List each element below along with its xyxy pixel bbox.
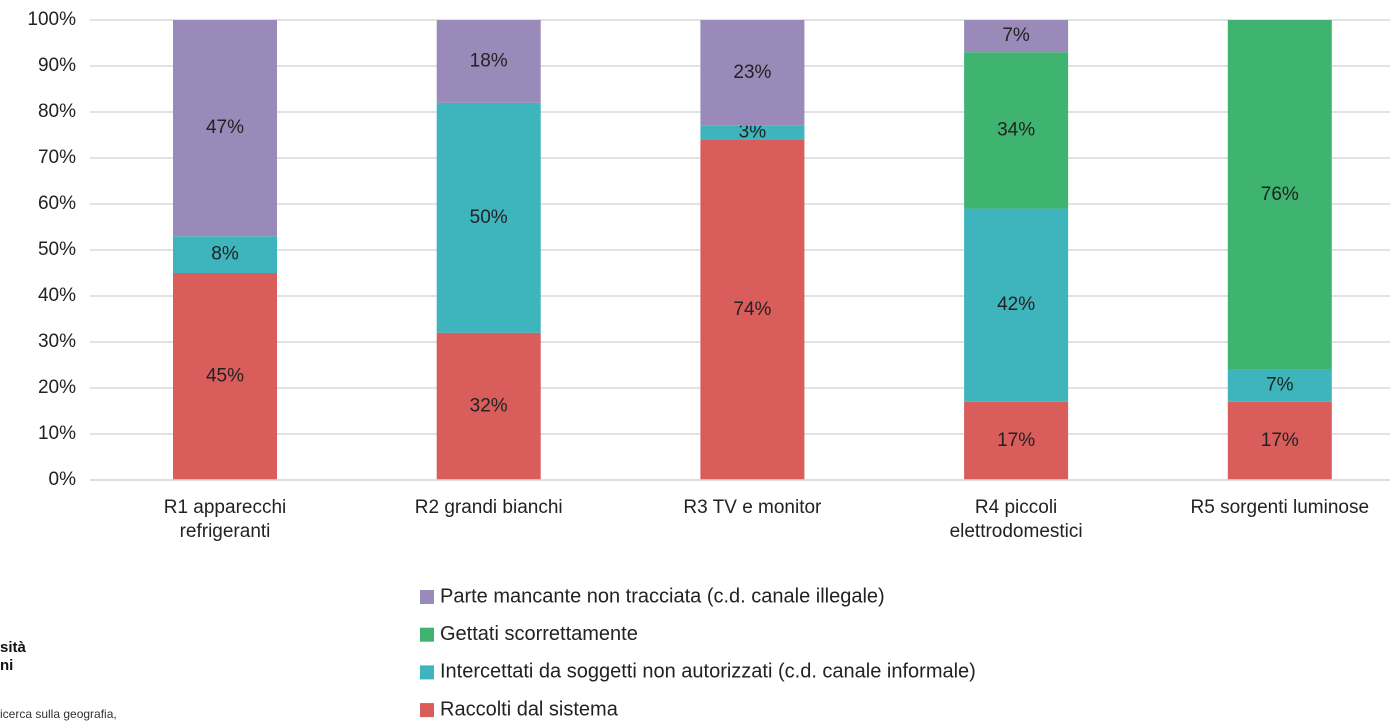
data-label: 47%: [206, 117, 244, 138]
data-label: 76%: [1261, 184, 1299, 205]
y-tick-label: 80%: [38, 101, 76, 122]
data-label: 45%: [206, 366, 244, 387]
bar-segment: [700, 125, 805, 140]
data-label: 32%: [470, 395, 508, 416]
footer-note: icerca sulla geografia,: [0, 707, 117, 721]
legend-label: Raccolti dal sistema: [440, 698, 619, 720]
data-label: 42%: [997, 294, 1035, 315]
logo-text: sità: [0, 639, 27, 656]
y-tick-label: 0%: [49, 469, 77, 490]
bar-segment: [964, 401, 1069, 480]
bar-segment: [1227, 369, 1332, 402]
data-label: 3%: [739, 122, 767, 143]
x-tick-label: R2 grandi bianchi: [415, 497, 563, 518]
data-label: 23%: [733, 62, 771, 83]
data-label: 50%: [470, 207, 508, 228]
y-tick-label: 90%: [38, 55, 76, 76]
bar-segment: [964, 20, 1069, 53]
data-label: 7%: [1002, 25, 1030, 46]
data-label: 8%: [211, 244, 239, 265]
x-tick-label: R5 sorgenti luminose: [1191, 497, 1369, 518]
bar-segment: [1227, 20, 1332, 370]
x-tick-label: refrigeranti: [180, 521, 271, 542]
legend-swatch: [420, 627, 434, 642]
data-label: 17%: [1261, 430, 1299, 451]
data-label: 17%: [997, 430, 1035, 451]
bar-segment: [436, 20, 541, 103]
y-tick-label: 50%: [38, 239, 76, 260]
legend-swatch: [420, 590, 434, 604]
legend-swatch: [420, 665, 434, 680]
x-tick-label: R1 apparecchi: [164, 497, 287, 518]
bar-segment: [700, 139, 805, 480]
y-tick-label: 30%: [38, 331, 76, 352]
data-label: 7%: [1266, 375, 1294, 396]
bar-segment: [436, 332, 541, 480]
bar-segment: [436, 102, 541, 333]
data-label: 18%: [470, 50, 508, 71]
legend-swatch: [420, 703, 434, 718]
logo-text: ni: [0, 657, 13, 674]
legend-label: Intercettati da soggetti non autorizzati…: [440, 661, 976, 683]
bar-segment: [964, 52, 1069, 209]
y-tick-label: 40%: [38, 285, 76, 306]
x-tick-label: R4 piccoli: [975, 497, 1057, 518]
bar-segment: [1227, 401, 1332, 480]
y-tick-label: 100%: [27, 9, 76, 30]
y-tick-label: 60%: [38, 193, 76, 214]
y-tick-label: 20%: [38, 377, 76, 398]
bar-segment: [173, 236, 277, 273]
legend-label: Gettati scorrettamente: [440, 623, 638, 645]
data-label: 34%: [997, 119, 1035, 140]
legend-label: Parte mancante non tracciata (c.d. canal…: [440, 585, 885, 607]
x-tick-label: R3 TV e monitor: [683, 497, 822, 518]
bar-segment: [700, 20, 805, 126]
bar-segment: [173, 273, 277, 480]
y-tick-label: 70%: [38, 147, 76, 168]
bar-segment: [173, 20, 277, 237]
bar-segment: [964, 208, 1069, 402]
data-label: 74%: [733, 299, 771, 320]
y-tick-label: 10%: [38, 423, 76, 444]
x-tick-label: elettrodomestici: [950, 521, 1083, 542]
